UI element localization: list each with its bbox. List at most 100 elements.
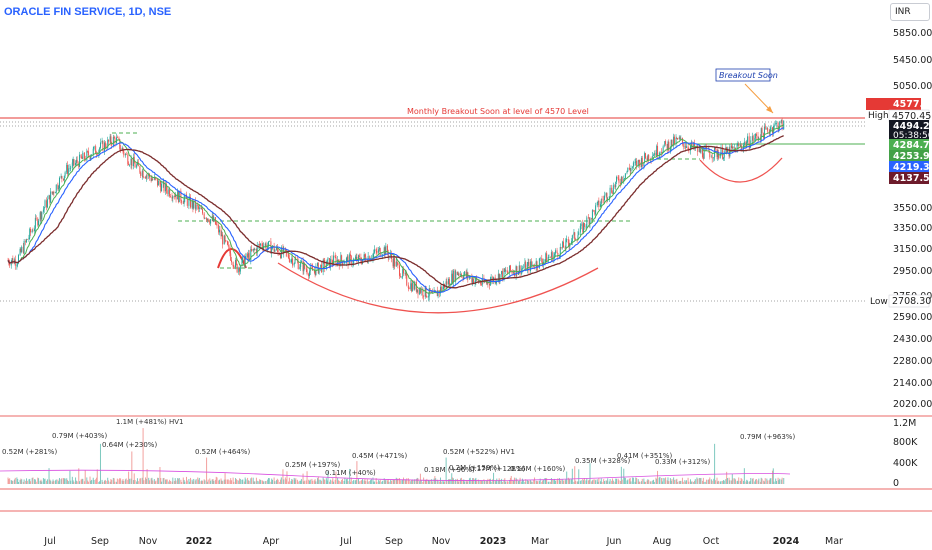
- volume-bar: [521, 478, 523, 484]
- volume-bar: [306, 471, 308, 484]
- volume-bar: [565, 479, 567, 484]
- breakout-annotation: Monthly Breakout Soon at level of 4570 L…: [407, 107, 589, 116]
- candle-body: [61, 176, 63, 179]
- volume-bar: [372, 477, 374, 484]
- candle-body: [392, 258, 394, 267]
- volume-tick-label: 1.2M: [893, 418, 916, 429]
- volume-bar: [626, 480, 628, 484]
- candle-body: [494, 277, 496, 284]
- volume-bar: [157, 477, 159, 484]
- candle-body: [659, 152, 661, 156]
- candle-body: [638, 159, 640, 162]
- candle-body: [587, 217, 589, 219]
- candle-body: [628, 167, 630, 170]
- volume-annotation: 0.2M (+159%): [449, 464, 500, 472]
- volume-bar: [314, 479, 316, 484]
- volume-bar: [222, 481, 224, 484]
- candle-body: [221, 234, 223, 237]
- candle-body: [435, 290, 437, 292]
- volume-bar: [567, 477, 569, 484]
- candle-body: [204, 218, 206, 219]
- candle-body: [202, 208, 204, 214]
- volume-pane[interactable]: [0, 414, 865, 490]
- price-pane[interactable]: [0, 0, 865, 414]
- price-axis[interactable]: 5850.00 5450.00 5050.00 3550.00 3350.00 3150.…: [893, 28, 932, 410]
- volume-axis[interactable]: 1.2M 800K 400K 0: [893, 418, 918, 489]
- candle-body: [436, 290, 438, 297]
- candle-body: [711, 156, 713, 159]
- volume-bar: [667, 477, 669, 484]
- volume-bar: [185, 476, 187, 484]
- volume-bar: [160, 478, 162, 484]
- volume-tick-label: 0: [893, 478, 899, 489]
- volume-bar: [435, 478, 437, 484]
- candle-body: [383, 247, 385, 255]
- volume-bar: [755, 479, 757, 484]
- candle-body: [259, 244, 261, 246]
- candle-body: [553, 255, 555, 262]
- volume-bar: [20, 478, 22, 484]
- volume-bar: [374, 481, 376, 484]
- candle-body: [139, 166, 141, 173]
- candle-body: [267, 246, 269, 250]
- candle-body: [341, 255, 343, 261]
- candle-body: [484, 281, 486, 283]
- volume-bar: [392, 480, 394, 484]
- candle-body: [124, 153, 126, 156]
- volume-bar: [313, 480, 315, 484]
- candle-body: [333, 255, 335, 265]
- candle-body: [75, 159, 77, 164]
- volume-bar: [431, 481, 433, 484]
- time-axis[interactable]: Jul Sep Nov 2022 Apr Jul Sep Nov 2023 Mar Jun Aug Oc…: [43, 536, 843, 547]
- volume-bar: [697, 478, 699, 484]
- volume-bar: [102, 481, 104, 484]
- volume-bar: [29, 478, 31, 484]
- candle-body: [364, 254, 366, 257]
- candle-body: [706, 147, 708, 149]
- volume-bar: [99, 481, 101, 484]
- candle-body: [267, 241, 269, 247]
- volume-bar: [206, 481, 208, 484]
- currency-selector[interactable]: INR: [890, 3, 930, 21]
- volume-bar: [556, 480, 558, 484]
- volume-bar: [537, 481, 539, 484]
- volume-bar: [30, 481, 32, 484]
- candle-body: [527, 262, 529, 265]
- volume-bar: [454, 480, 456, 484]
- candle-body: [439, 286, 441, 294]
- volume-bar: [285, 479, 287, 484]
- candle-body: [320, 264, 322, 268]
- candle-body: [743, 141, 745, 146]
- volume-bar: [128, 471, 130, 484]
- volume-bar: [544, 478, 546, 484]
- breakout-box[interactable]: [715, 68, 771, 82]
- candle-body: [103, 142, 105, 151]
- candle-body: [247, 253, 249, 258]
- volume-bar: [730, 480, 732, 484]
- volume-bar: [238, 480, 240, 484]
- tag-ma4: [889, 172, 929, 184]
- candle-body: [55, 184, 57, 193]
- volume-bar: [545, 478, 547, 484]
- volume-bar: [299, 480, 301, 484]
- volume-bar: [665, 477, 667, 484]
- volume-bar: [422, 481, 424, 484]
- volume-bar: [752, 478, 754, 484]
- volume-bar: [644, 481, 646, 484]
- volume-bar: [419, 481, 421, 484]
- candle-body: [376, 250, 378, 253]
- candle-body: [662, 146, 664, 153]
- volume-bar: [650, 481, 652, 484]
- volume-bar: [227, 479, 229, 484]
- candle-body: [546, 253, 548, 263]
- volume-bar: [300, 479, 302, 484]
- volume-bar: [713, 478, 715, 484]
- candle-body: [304, 263, 306, 269]
- candle-body: [684, 146, 686, 147]
- candle-body: [623, 179, 625, 181]
- volume-bar: [259, 479, 261, 484]
- candle-body: [675, 137, 677, 144]
- candle-body: [227, 244, 229, 247]
- volume-bar: [766, 478, 768, 484]
